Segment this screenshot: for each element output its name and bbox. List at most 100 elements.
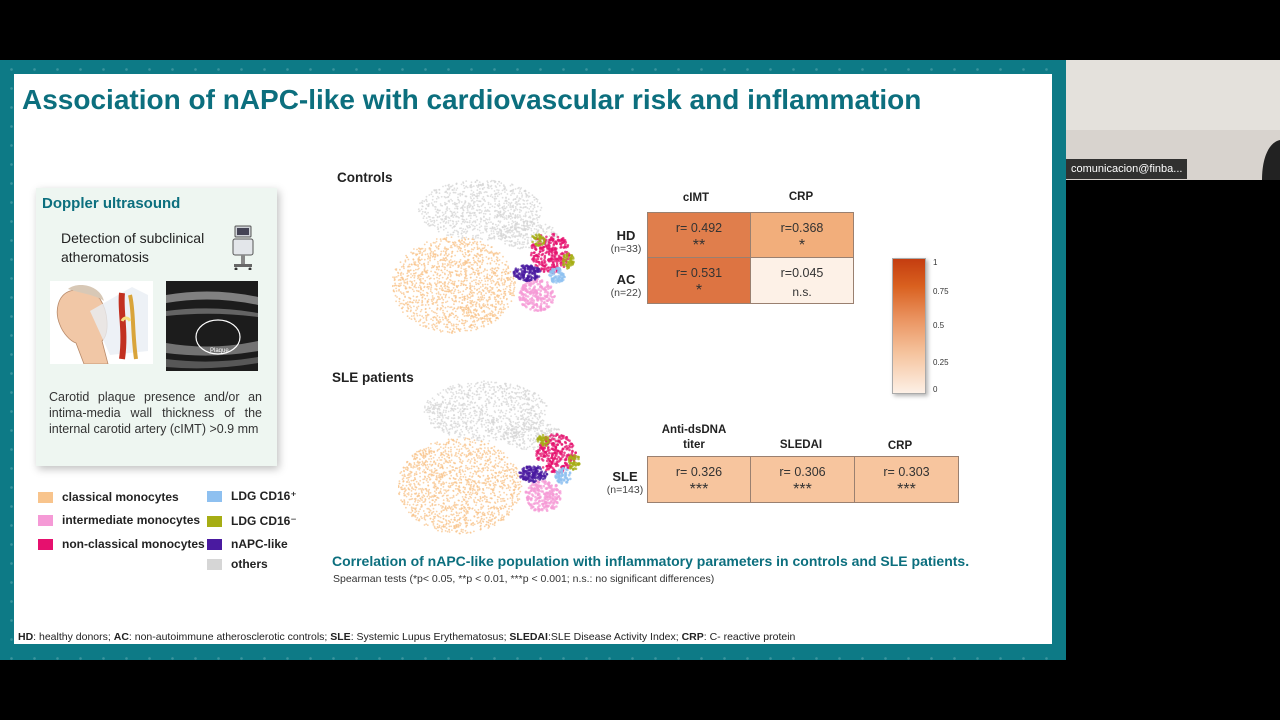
cluster-point: [461, 250, 464, 253]
cluster-point: [455, 189, 458, 191]
cluster-point: [461, 296, 464, 298]
cluster-point: [451, 212, 454, 215]
cluster-point: [494, 215, 496, 217]
cluster-point: [461, 410, 464, 413]
cluster-point: [543, 239, 546, 242]
cluster-point: [514, 282, 517, 284]
cluster-point: [445, 257, 447, 259]
cluster-point: [498, 200, 501, 203]
cluster-point: [463, 276, 466, 279]
cluster-point: [533, 228, 536, 230]
cluster-point: [499, 211, 502, 214]
cluster-point: [481, 188, 484, 191]
cluster-point: [444, 246, 446, 249]
cluster-point: [542, 424, 544, 427]
cluster-point: [484, 227, 486, 230]
cluster-point: [472, 256, 475, 259]
cluster-point: [460, 222, 463, 225]
cluster-point: [474, 227, 476, 230]
cluster-point: [433, 426, 436, 429]
cluster-point: [423, 258, 426, 261]
cluster-point: [525, 278, 529, 281]
cluster-point: [498, 308, 501, 311]
cluster-point: [473, 402, 476, 404]
cluster-point: [494, 391, 496, 393]
cluster-point: [484, 210, 486, 213]
cluster-point: [503, 295, 505, 298]
cluster-point: [476, 203, 479, 206]
cluster-point: [488, 430, 491, 432]
cluster-point: [542, 248, 545, 252]
cluster-point: [489, 285, 492, 288]
cluster-point: [457, 523, 460, 526]
cluster-point: [443, 266, 445, 268]
cluster-point: [527, 403, 530, 406]
cluster-point: [539, 429, 542, 432]
cluster-point: [530, 229, 533, 232]
cluster-point: [448, 331, 451, 334]
cluster-point: [481, 261, 484, 264]
cluster-point: [406, 272, 409, 275]
cluster-point: [451, 246, 453, 249]
cluster-point: [484, 213, 487, 215]
cluster-point: [519, 273, 523, 277]
cluster-point: [465, 195, 467, 198]
cluster-point: [506, 437, 509, 439]
cluster-point: [455, 295, 457, 297]
cluster-point: [428, 202, 430, 205]
cluster-point: [450, 244, 453, 247]
cluster-point: [541, 236, 545, 239]
cluster-point: [525, 282, 528, 285]
cluster-point: [495, 405, 498, 407]
cluster-point: [447, 290, 450, 293]
cluster-point: [553, 428, 555, 431]
cluster-point: [487, 277, 490, 280]
cluster-point: [522, 243, 525, 246]
cluster-point: [464, 416, 467, 419]
cluster-point: [508, 418, 510, 421]
cluster-point: [457, 514, 460, 517]
cluster-point: [476, 197, 479, 200]
cluster-point: [424, 248, 427, 250]
cluster-point: [491, 269, 493, 272]
cluster-point: [481, 317, 484, 320]
cluster-point: [451, 324, 453, 327]
cluster-point: [448, 261, 451, 264]
cluster-point: [509, 291, 512, 294]
cluster-point: [461, 253, 464, 256]
cluster-point: [425, 199, 427, 201]
cluster-point: [460, 385, 463, 388]
cluster-point: [501, 411, 504, 414]
cluster-point: [436, 308, 438, 311]
cluster-point: [428, 476, 431, 479]
cluster-point: [478, 190, 481, 193]
cluster-point: [458, 245, 460, 248]
cluster-point: [431, 191, 433, 193]
cluster-point: [540, 410, 543, 412]
legend-swatch: [38, 538, 53, 550]
cluster-point: [466, 298, 469, 301]
cluster-point: [546, 430, 548, 432]
cluster-point: [449, 464, 452, 467]
cluster-point: [431, 408, 434, 410]
cluster-point: [498, 277, 501, 280]
cluster-point: [439, 221, 442, 224]
cluster-point: [430, 202, 433, 204]
cluster-point: [429, 254, 432, 257]
cluster-point: [430, 224, 432, 226]
cluster-point: [540, 253, 544, 257]
cluster-point: [486, 209, 489, 211]
cluster-point: [438, 277, 441, 280]
cluster-point: [395, 269, 398, 271]
cluster-point: [532, 231, 535, 234]
cluster-point: [507, 306, 510, 308]
cluster-point: [494, 436, 497, 439]
cluster-point: [474, 237, 477, 239]
cluster-point: [427, 222, 430, 225]
cluster-point: [444, 316, 447, 318]
cluster-point: [442, 309, 444, 312]
cluster-point: [506, 277, 509, 279]
cluster-point: [502, 400, 505, 403]
cluster-point: [462, 417, 464, 419]
cluster-point: [444, 263, 446, 265]
